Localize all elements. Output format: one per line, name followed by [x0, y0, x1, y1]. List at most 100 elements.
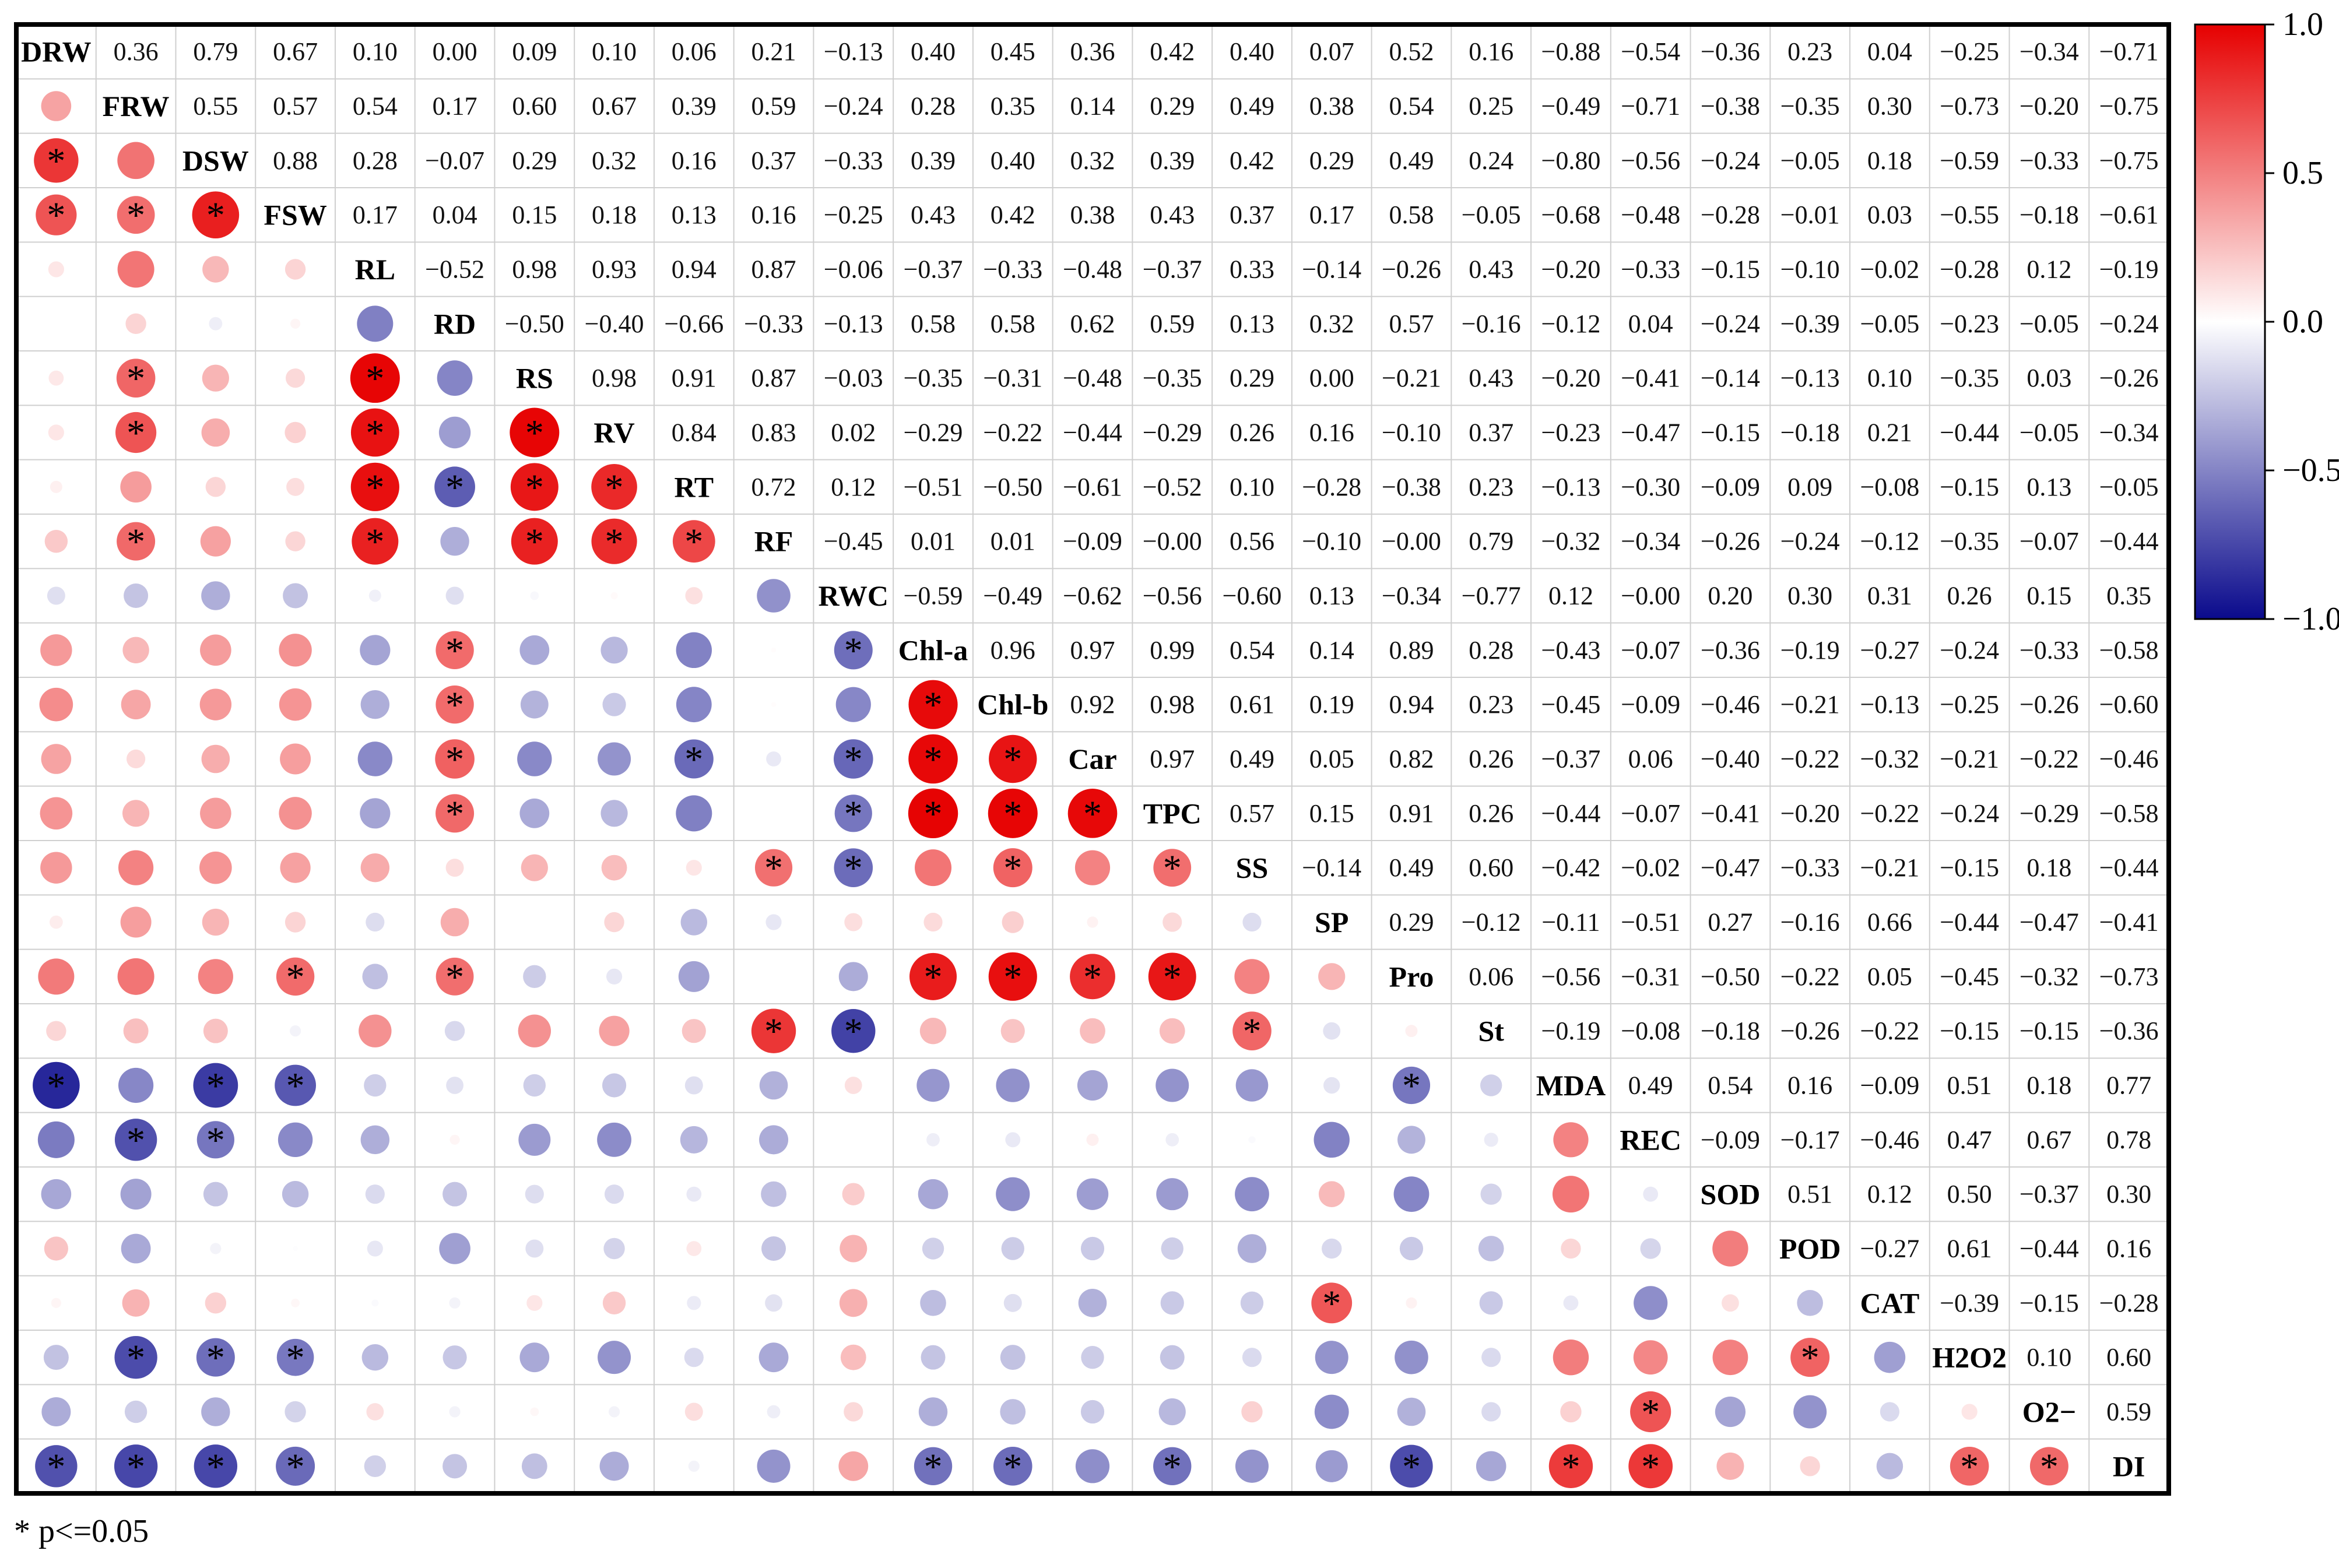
- variable-label: Chl-a: [898, 634, 968, 666]
- correlation-value: 0.39: [911, 146, 956, 175]
- correlation-circle: [989, 734, 1037, 783]
- correlation-circle: [1000, 1019, 1025, 1043]
- significance-star: *: [1163, 956, 1182, 997]
- correlation-circle: [283, 583, 308, 609]
- correlation-value: 0.39: [672, 92, 717, 121]
- correlation-circle: [440, 908, 469, 937]
- correlation-value: −0.39: [1780, 310, 1840, 338]
- variable-label: DRW: [21, 36, 91, 68]
- significance-star: *: [924, 1446, 943, 1487]
- significance-star: *: [844, 739, 863, 780]
- correlation-circle: [831, 1008, 876, 1053]
- significance-star: *: [764, 1011, 783, 1052]
- correlation-value: −0.13: [1780, 364, 1840, 392]
- correlation-value: −0.19: [1541, 1017, 1601, 1045]
- correlation-value: −0.05: [2020, 419, 2079, 447]
- significance-star: *: [1402, 1446, 1421, 1487]
- correlation-circle: [988, 952, 1037, 1001]
- correlation-value: 0.16: [1787, 1071, 1832, 1100]
- correlation-circle: [908, 734, 958, 784]
- correlation-value: −0.39: [1940, 1289, 1999, 1317]
- significance-star: *: [525, 412, 544, 453]
- correlation-circle: [526, 1295, 543, 1311]
- significance-star: *: [1003, 1446, 1022, 1487]
- correlation-circle: [2029, 1447, 2068, 1486]
- correlation-circle: [684, 1402, 703, 1421]
- correlation-value: −0.36: [2099, 1017, 2159, 1045]
- correlation-circle: [771, 648, 777, 653]
- correlation-value: −0.35: [1143, 364, 1202, 392]
- significance-star: *: [127, 521, 145, 562]
- correlation-value: 0.54: [1230, 636, 1274, 665]
- correlation-circle: [523, 965, 546, 989]
- correlation-value: −0.33: [2020, 636, 2079, 665]
- significance-star: *: [127, 195, 145, 236]
- correlation-value: 0.91: [1389, 799, 1434, 828]
- correlation-circle: [1000, 1345, 1025, 1370]
- significance-star: *: [2040, 1446, 2059, 1487]
- correlation-circle: [1552, 1176, 1589, 1213]
- correlation-circle: [530, 591, 539, 600]
- significance-star: *: [1003, 793, 1022, 834]
- correlation-value: 0.33: [1230, 255, 1274, 284]
- correlation-value: −0.26: [1382, 255, 1441, 284]
- correlation-circle: [844, 1077, 862, 1094]
- correlation-value: 0.49: [1230, 745, 1274, 774]
- correlation-circle: [202, 256, 229, 283]
- significance-star: *: [844, 630, 863, 671]
- correlation-value: 0.15: [512, 201, 557, 229]
- correlation-circle: [610, 592, 618, 600]
- correlation-value: −0.41: [1701, 799, 1760, 828]
- correlation-circle: [118, 850, 154, 885]
- correlation-circle: [676, 632, 712, 669]
- correlation-value: −0.28: [2099, 1289, 2159, 1317]
- correlation-value: −0.21: [1780, 690, 1840, 719]
- correlation-value: 0.87: [751, 364, 796, 392]
- correlation-value: −0.24: [824, 92, 883, 121]
- significance-star: *: [47, 195, 65, 236]
- correlation-circle: [1067, 789, 1118, 838]
- correlation-circle: [1000, 1399, 1026, 1425]
- correlation-value: −0.37: [2020, 1180, 2079, 1208]
- correlation-value: 0.12: [1548, 582, 1593, 610]
- correlation-circle: [510, 407, 560, 458]
- correlation-value: 0.13: [1309, 582, 1354, 610]
- correlation-value: 0.16: [751, 201, 796, 229]
- correlation-value: 0.28: [911, 92, 956, 121]
- correlation-circle: [1874, 1341, 1906, 1373]
- correlation-value: 0.10: [592, 37, 637, 66]
- correlation-value: −0.54: [1621, 37, 1680, 66]
- correlation-circle: [201, 1397, 230, 1426]
- correlation-circle: [350, 353, 400, 403]
- correlation-circle: [286, 477, 305, 496]
- correlation-value: 0.92: [1070, 690, 1115, 719]
- correlation-value: 0.83: [751, 419, 796, 447]
- correlation-value: −0.22: [1860, 1017, 1919, 1045]
- correlation-value: −0.09: [1621, 690, 1680, 719]
- correlation-value: −0.11: [1541, 908, 1600, 937]
- correlation-circle: [114, 1335, 157, 1379]
- correlation-value: −0.20: [1541, 364, 1601, 392]
- correlation-circle: [1323, 1022, 1341, 1040]
- correlation-value: −0.10: [1302, 527, 1361, 556]
- correlation-value: −0.25: [824, 201, 883, 229]
- correlation-value: −0.27: [1860, 1235, 1919, 1263]
- correlation-circle: [1314, 1394, 1349, 1429]
- correlation-circle: [198, 959, 233, 994]
- correlation-value: 0.12: [831, 473, 876, 501]
- correlation-value: −0.28: [1940, 255, 1999, 284]
- correlation-value: −0.15: [2020, 1017, 2079, 1045]
- correlation-value: −0.56: [1541, 962, 1601, 991]
- correlation-value: −0.22: [1780, 962, 1840, 991]
- correlation-circle: [602, 1073, 627, 1098]
- correlation-value: −0.06: [824, 255, 883, 284]
- significance-star: *: [127, 1446, 145, 1487]
- correlation-value: −0.28: [1701, 201, 1760, 229]
- correlation-value: 0.17: [1309, 201, 1354, 229]
- correlation-value: −0.80: [1541, 146, 1601, 175]
- correlation-circle: [360, 798, 391, 829]
- correlation-circle: [685, 587, 703, 604]
- correlation-circle: [844, 1402, 863, 1422]
- correlation-circle: [1793, 1395, 1827, 1429]
- correlation-circle: [367, 1240, 383, 1257]
